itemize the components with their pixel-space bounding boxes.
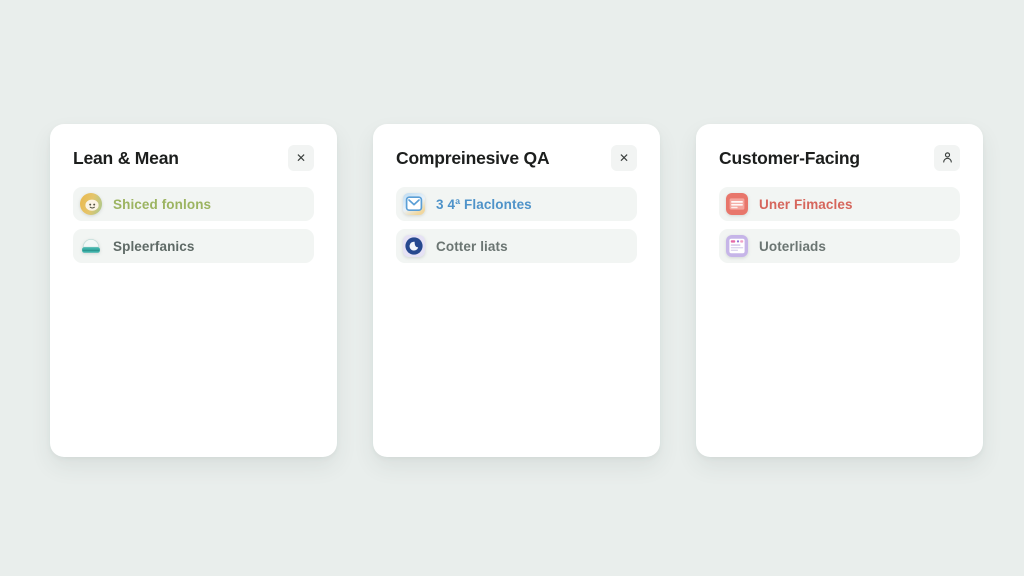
close-button[interactable]: ✕ [288,145,314,171]
item-label: Uoterliads [759,238,827,254]
item-label: 3 4ª Flaclontes [436,196,532,212]
card-header: Lean & Mean ✕ [73,145,314,171]
list-item[interactable]: Spleerfanics [73,229,314,263]
card-comprehensive-qa: Compreinesive QA ✕ 3 4ª Flaclontes [373,124,660,457]
card-header: Customer-Facing [719,145,960,171]
close-button[interactable]: ✕ [611,145,637,171]
dome-dish-icon [79,234,103,258]
card-lean-and-mean: Lean & Mean ✕ Shiced fonlo [50,124,337,457]
list-item[interactable]: 3 4ª Flaclontes [396,187,637,221]
swirl-circle-icon [402,234,426,258]
list-item[interactable]: Uner Fimacles [719,187,960,221]
card-title: Customer-Facing [719,147,860,168]
envelope-check-icon [402,192,426,216]
item-label: Spleerfanics [113,238,195,254]
list-item[interactable]: Cotter liats [396,229,637,263]
item-label: Uner Fimacles [759,196,853,212]
card-title: Lean & Mean [73,147,179,168]
card-title: Compreinesive QA [396,147,550,168]
close-icon: ✕ [295,151,307,165]
item-label: Cotter liats [436,238,508,254]
user-icon [941,151,954,166]
user-button[interactable] [934,145,960,171]
item-label: Shiced fonlons [113,196,212,212]
browser-window-purple-icon [725,234,749,258]
card-customer-facing: Customer-Facing Uner Fimacles [696,124,983,457]
card-header: Compreinesive QA ✕ [396,145,637,171]
browser-window-red-icon [725,192,749,216]
close-icon: ✕ [618,151,630,165]
list-item[interactable]: Uoterliads [719,229,960,263]
onion-face-icon [79,192,103,216]
list-item[interactable]: Shiced fonlons [73,187,314,221]
